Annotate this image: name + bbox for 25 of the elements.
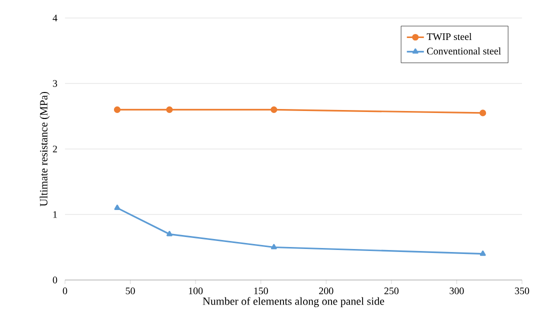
x-tick-label: 100 <box>188 288 203 294</box>
point <box>270 244 277 250</box>
point <box>480 250 486 256</box>
point <box>166 106 173 113</box>
legend-label: TWIP steel <box>426 33 472 40</box>
x-tick-label: 300 <box>450 288 464 294</box>
point <box>114 204 120 210</box>
x-tick-label: 150 <box>254 288 268 294</box>
x-tick-label: 50 <box>126 288 135 294</box>
x-tick-label: 250 <box>384 288 399 294</box>
x-tick-label: 350 <box>515 288 530 294</box>
point <box>166 230 172 236</box>
point <box>480 110 486 116</box>
x-tick-label: 0 <box>62 288 68 294</box>
x-axis-title: Number of elements along one panel side <box>202 297 384 308</box>
y-tick-label: 0 <box>52 276 58 284</box>
y-tick-label: 2 <box>52 146 57 152</box>
y-axis-title: Ultimate resistance (MPa) <box>40 92 50 206</box>
y-tick-label: 1 <box>53 211 57 218</box>
y-tick-label: 3 <box>52 80 58 87</box>
x-tick-label: 200 <box>319 288 334 294</box>
point <box>114 106 121 113</box>
y-tick-label: 4 <box>52 14 58 22</box>
point <box>270 106 278 113</box>
legend-label: Conventional steel <box>427 47 501 54</box>
